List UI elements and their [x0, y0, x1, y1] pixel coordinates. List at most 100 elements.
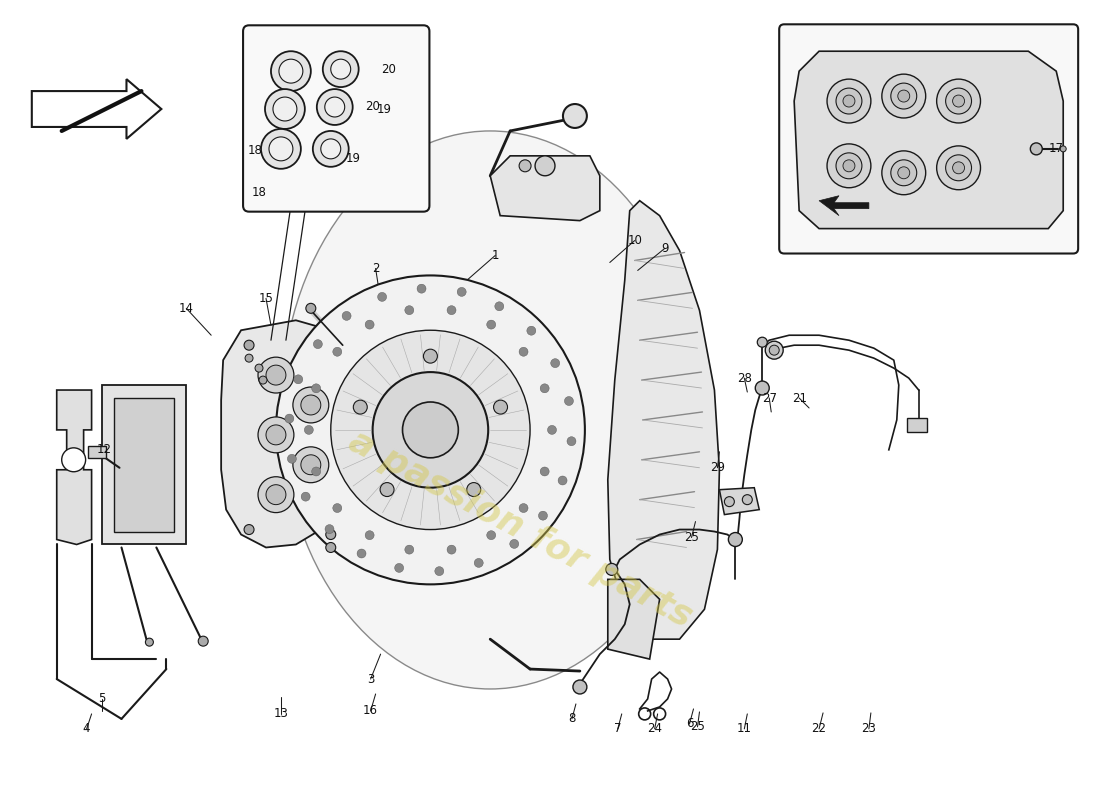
Circle shape	[564, 397, 573, 406]
Circle shape	[757, 338, 767, 347]
Circle shape	[270, 137, 293, 161]
Text: 25: 25	[684, 531, 699, 544]
Circle shape	[566, 437, 576, 446]
Circle shape	[424, 349, 438, 363]
Circle shape	[276, 275, 585, 584]
Circle shape	[381, 482, 394, 497]
Text: 5: 5	[98, 693, 106, 706]
FancyBboxPatch shape	[243, 26, 429, 212]
Text: 9: 9	[661, 242, 669, 255]
Circle shape	[305, 426, 314, 434]
Circle shape	[898, 167, 910, 178]
Circle shape	[301, 455, 321, 474]
Circle shape	[447, 306, 456, 314]
Circle shape	[244, 525, 254, 534]
Circle shape	[898, 90, 910, 102]
Circle shape	[403, 402, 459, 458]
Circle shape	[535, 156, 556, 176]
Circle shape	[946, 88, 971, 114]
Circle shape	[486, 530, 496, 540]
Circle shape	[365, 320, 374, 329]
Circle shape	[447, 545, 456, 554]
Circle shape	[843, 160, 855, 172]
Circle shape	[756, 381, 769, 395]
Circle shape	[827, 144, 871, 188]
Circle shape	[293, 387, 329, 423]
Circle shape	[606, 563, 618, 575]
Circle shape	[258, 376, 267, 384]
Circle shape	[331, 59, 351, 79]
Circle shape	[937, 146, 980, 190]
Circle shape	[728, 533, 743, 546]
Circle shape	[273, 97, 297, 121]
Text: 27: 27	[761, 391, 777, 405]
Circle shape	[937, 79, 980, 123]
Text: 4: 4	[82, 722, 90, 735]
FancyBboxPatch shape	[779, 24, 1078, 254]
Circle shape	[258, 417, 294, 453]
Circle shape	[294, 375, 302, 384]
Circle shape	[519, 160, 531, 172]
Circle shape	[258, 357, 294, 393]
Circle shape	[539, 511, 548, 520]
Ellipse shape	[280, 131, 700, 689]
Circle shape	[486, 320, 496, 329]
Text: 6: 6	[685, 718, 693, 730]
Circle shape	[417, 284, 426, 293]
Circle shape	[540, 467, 549, 476]
Circle shape	[882, 151, 926, 194]
Text: 22: 22	[812, 722, 826, 735]
Circle shape	[271, 51, 311, 91]
Text: 13: 13	[274, 707, 288, 721]
Circle shape	[293, 447, 329, 482]
Text: 28: 28	[737, 371, 751, 385]
Circle shape	[494, 400, 507, 414]
Circle shape	[314, 340, 322, 349]
Circle shape	[311, 467, 321, 476]
Polygon shape	[608, 579, 660, 659]
Circle shape	[725, 497, 735, 506]
Text: 18: 18	[248, 144, 263, 158]
Text: a passion for parts: a passion for parts	[343, 425, 697, 634]
Circle shape	[373, 372, 488, 488]
Circle shape	[563, 104, 587, 128]
Circle shape	[519, 347, 528, 356]
Circle shape	[311, 384, 321, 393]
Circle shape	[377, 293, 386, 302]
Polygon shape	[491, 156, 600, 221]
Circle shape	[301, 492, 310, 501]
Text: 11: 11	[737, 722, 751, 735]
Text: 10: 10	[627, 234, 642, 247]
Circle shape	[953, 162, 965, 174]
Text: 8: 8	[569, 712, 575, 726]
Circle shape	[519, 503, 528, 513]
Circle shape	[353, 400, 367, 414]
Circle shape	[742, 494, 752, 505]
Text: 29: 29	[710, 462, 725, 474]
Polygon shape	[820, 196, 869, 216]
Circle shape	[573, 680, 587, 694]
Text: 7: 7	[614, 722, 622, 735]
Text: 17: 17	[1048, 142, 1064, 155]
Circle shape	[551, 358, 560, 368]
Text: 19: 19	[345, 152, 360, 166]
Circle shape	[324, 525, 334, 534]
Circle shape	[836, 88, 862, 114]
Polygon shape	[608, 201, 719, 639]
Circle shape	[434, 566, 443, 576]
Circle shape	[358, 549, 366, 558]
Circle shape	[527, 326, 536, 335]
Circle shape	[509, 539, 519, 548]
Circle shape	[287, 454, 296, 463]
Circle shape	[145, 638, 153, 646]
Circle shape	[342, 311, 351, 320]
Circle shape	[405, 545, 414, 554]
Polygon shape	[719, 488, 759, 514]
Polygon shape	[221, 320, 349, 547]
Circle shape	[245, 354, 253, 362]
Circle shape	[266, 425, 286, 445]
Circle shape	[301, 395, 321, 415]
Text: 14: 14	[179, 302, 194, 315]
Circle shape	[258, 477, 294, 513]
Polygon shape	[57, 390, 91, 545]
